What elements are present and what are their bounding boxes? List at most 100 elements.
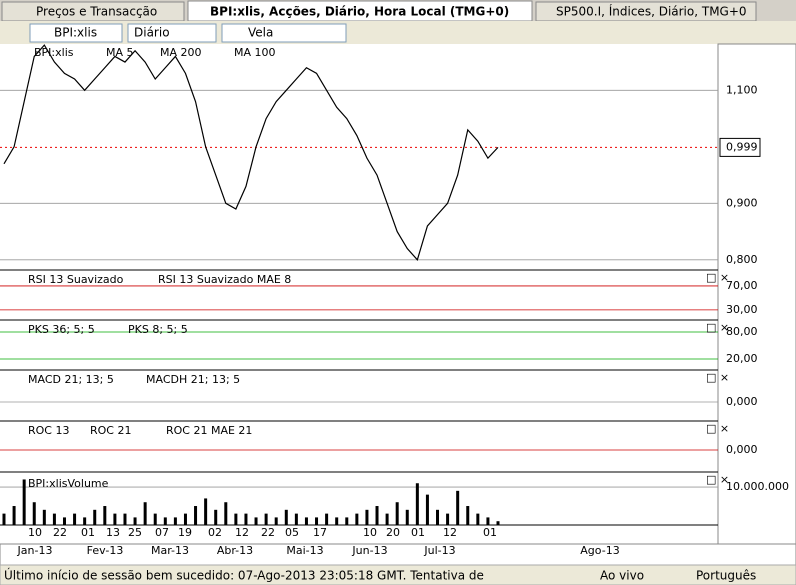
volume-bar <box>22 479 26 525</box>
volume-bar <box>395 502 399 525</box>
volume-bar <box>466 506 470 525</box>
volume-bar <box>133 517 137 525</box>
pane-label: MACDH 21; 13; 5 <box>146 373 240 386</box>
volume-bar <box>244 513 248 525</box>
y-tick-label: 0,900 <box>726 196 758 209</box>
pane-label: MA 200 <box>160 46 202 59</box>
y-tick-label: 0,000 <box>726 395 758 408</box>
volume-bar <box>405 509 409 525</box>
pane-label: PKS 36; 5; 5 <box>28 323 95 336</box>
volume-bar <box>325 513 329 525</box>
volume-bar <box>224 502 228 525</box>
current-price-box <box>719 137 761 157</box>
day-label: 01 <box>411 526 425 539</box>
day-label: 02 <box>208 526 222 539</box>
volume-bar <box>425 494 429 525</box>
volume-bar <box>153 513 157 525</box>
volume-bar <box>32 502 36 525</box>
price-line <box>3 44 499 262</box>
volume-bar <box>476 513 480 525</box>
volume-bar <box>345 517 349 525</box>
pane-label: ROC 21 <box>90 424 131 437</box>
y-tick-label: 1,100 <box>726 83 758 96</box>
y-tick-label: 30,00 <box>726 303 758 316</box>
volume-bar <box>385 513 389 525</box>
y-tick-label: 80,00 <box>726 325 758 338</box>
volume-bar <box>2 513 6 525</box>
style: Vela <box>248 26 273 40</box>
day-label: 25 <box>128 526 142 539</box>
pane-label: RSI 13 Suavizado MAE 8 <box>158 273 291 286</box>
pane-close: □ × <box>706 321 729 334</box>
period: Diário <box>134 26 170 40</box>
volume-bar <box>496 521 500 525</box>
y-tick-label: 20,00 <box>726 352 758 365</box>
day-label: 01 <box>483 526 497 539</box>
status-message: Último início de sessão bem sucedido: 07… <box>4 568 484 583</box>
volume-bar <box>83 517 87 525</box>
volume-bar <box>486 517 490 525</box>
day-label: 17 <box>313 526 327 539</box>
pane-label: BPI:xlisVolume <box>28 477 109 490</box>
month-label: Jan-13 <box>17 544 53 557</box>
day-label: 05 <box>285 526 299 539</box>
volume-bar <box>415 483 419 525</box>
volume-bar <box>335 517 339 525</box>
day-label: 07 <box>155 526 169 539</box>
month-label: Fev-13 <box>87 544 124 557</box>
pane-label: RSI 13 Suavizado <box>28 273 124 286</box>
volume-bar <box>52 513 56 525</box>
day-label: 22 <box>53 526 67 539</box>
volume-bar <box>355 513 359 525</box>
day-label: 22 <box>261 526 275 539</box>
volume-bar <box>73 513 77 525</box>
volume-bar <box>375 506 379 525</box>
volume-bar <box>93 509 97 525</box>
volume-bar <box>62 517 66 525</box>
month-label: Jun-13 <box>351 544 387 557</box>
volume-bar <box>446 513 450 525</box>
volume-bar <box>163 517 167 525</box>
period-select[interactable] <box>127 23 217 43</box>
tab-label: Preços e Transacção <box>36 5 157 19</box>
style-select[interactable] <box>221 23 347 43</box>
status-language: Português <box>696 569 756 583</box>
volume-bar <box>42 509 46 525</box>
volume-bar <box>113 513 117 525</box>
pane-label: ROC 13 <box>28 424 69 437</box>
symbol-box[interactable] <box>29 23 123 43</box>
volume-bar <box>204 498 208 525</box>
plot-area <box>0 44 718 544</box>
pane-label: MA 100 <box>234 46 276 59</box>
volume-bar <box>214 509 218 525</box>
day-label: 20 <box>386 526 400 539</box>
day-label: 10 <box>28 526 42 539</box>
pane-close: □ × <box>706 422 729 435</box>
volume-bar <box>194 506 198 525</box>
volume-bar <box>103 506 107 525</box>
volume-bar <box>456 490 460 525</box>
pane-label: PKS 8; 5; 5 <box>128 323 188 336</box>
day-label: 19 <box>178 526 192 539</box>
volume-bar <box>284 509 288 525</box>
pane-close: □ × <box>706 371 729 384</box>
day-label: 01 <box>81 526 95 539</box>
pane-close: □ × <box>706 473 729 486</box>
volume-bar <box>123 513 127 525</box>
pane-close: □ × <box>706 271 729 284</box>
volume-bar <box>294 513 298 525</box>
volume-bar <box>183 513 187 525</box>
volume-bar <box>12 506 16 525</box>
pane-label: MACD 21; 13; 5 <box>28 373 114 386</box>
volume-bar <box>143 502 147 525</box>
day-label: 12 <box>443 526 457 539</box>
month-label: Mai-13 <box>286 544 323 557</box>
volume-bar <box>436 509 440 525</box>
y-tick-label: 0,000 <box>726 443 758 456</box>
day-label: 12 <box>235 526 249 539</box>
status-bar <box>0 564 796 585</box>
day-label: 10 <box>363 526 377 539</box>
volume-bar <box>264 513 268 525</box>
month-label: Mar-13 <box>151 544 189 557</box>
